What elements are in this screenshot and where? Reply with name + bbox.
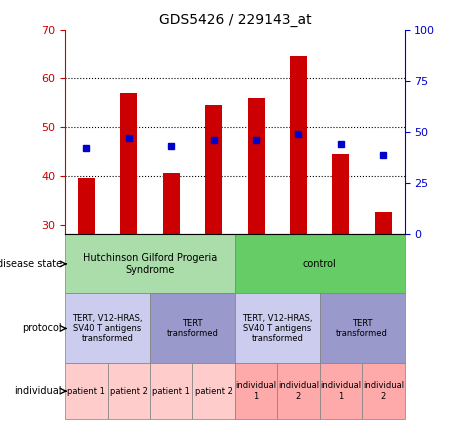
Bar xyxy=(65,234,235,294)
Bar xyxy=(78,179,95,234)
Bar xyxy=(247,98,265,234)
Text: patient 2: patient 2 xyxy=(195,387,232,396)
Bar xyxy=(150,363,193,419)
Text: Hutchinson Gilford Progeria
Syndrome: Hutchinson Gilford Progeria Syndrome xyxy=(83,253,217,275)
Bar xyxy=(150,294,235,363)
Text: protocol: protocol xyxy=(22,324,62,333)
Bar xyxy=(205,105,222,234)
Bar xyxy=(332,154,349,234)
Text: disease state: disease state xyxy=(0,259,62,269)
Bar xyxy=(235,363,277,419)
Bar xyxy=(193,363,235,419)
Bar xyxy=(362,363,405,419)
Bar xyxy=(235,294,320,363)
Text: individual
2: individual 2 xyxy=(363,382,404,401)
Bar xyxy=(65,30,405,234)
Text: individual
1: individual 1 xyxy=(235,382,277,401)
Text: patient 2: patient 2 xyxy=(110,387,148,396)
Title: GDS5426 / 229143_at: GDS5426 / 229143_at xyxy=(159,13,311,27)
Text: control: control xyxy=(303,259,337,269)
Bar xyxy=(375,212,392,234)
Bar xyxy=(320,294,405,363)
Bar xyxy=(107,363,150,419)
Bar xyxy=(320,363,362,419)
Text: TERT
transformed: TERT transformed xyxy=(166,319,219,338)
Bar xyxy=(163,173,179,234)
Text: individual: individual xyxy=(14,386,62,396)
Bar xyxy=(65,363,107,419)
Text: individual
2: individual 2 xyxy=(278,382,319,401)
Bar xyxy=(235,234,405,294)
Text: patient 1: patient 1 xyxy=(67,387,105,396)
Bar xyxy=(120,93,137,234)
Text: individual
1: individual 1 xyxy=(320,382,361,401)
Bar xyxy=(290,56,307,234)
Text: TERT, V12-HRAS,
SV40 T antigens
transformed: TERT, V12-HRAS, SV40 T antigens transfor… xyxy=(72,313,143,343)
Text: patient 1: patient 1 xyxy=(152,387,190,396)
Bar xyxy=(277,363,319,419)
Text: TERT
transformed: TERT transformed xyxy=(336,319,388,338)
Bar xyxy=(65,294,150,363)
Text: TERT, V12-HRAS,
SV40 T antigens
transformed: TERT, V12-HRAS, SV40 T antigens transfor… xyxy=(242,313,312,343)
